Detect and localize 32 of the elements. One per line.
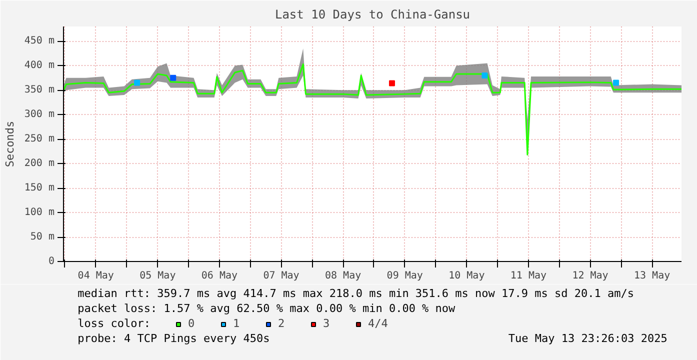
x-tick-label: 12 May [572,270,608,282]
legend-label: 4/4 [368,317,388,330]
text: median rtt: 359.7 ms avg 414.7 ms max 218.0 ms min 351.6 ms now 17.9 ms sd 20.1 am/s [78,287,634,300]
y-tick-label: 100 m [24,207,55,218]
legend-label: 0 [188,317,196,330]
x-tick-label: 05 May [140,270,176,282]
legend-label: 3 [323,317,331,330]
x-tick-label: 06 May [201,270,238,282]
x-tick-label: 09 May [386,270,423,282]
y-tick-label: 450 m [24,36,55,47]
x-tick-label: 11 May [510,270,547,282]
text: Tue May 13 23:26:03 2025 [508,332,668,345]
y-axis-title: Seconds [3,120,16,168]
y-tick-label: 300 m [24,109,55,120]
legend-label: 1 [233,317,241,330]
y-tick-label: 50 m [30,232,55,243]
text: packet loss: 1.57 % avg 62.50 % max 0.00 % min 0.00 % now [78,302,456,315]
x-tick-label: 13 May [634,270,670,282]
x-tick-label: 08 May [325,270,362,282]
y-tick-label: 150 m [24,182,55,194]
chart-title: Last 10 Days to China-Gansu [274,8,470,22]
y-tick-label: 350 m [24,84,55,96]
y-tick-label: 400 m [24,60,55,72]
y-tick-label: 250 m [24,134,55,145]
y-tick-label: 0 [48,256,55,267]
x-tick-label: 10 May [448,270,485,282]
x-tick-label: 07 May [263,270,300,282]
legend-title: loss color: [78,317,151,330]
y-tick-label: 200 m [24,158,55,170]
text: probe: 4 TCP Pings every 450s [78,332,270,345]
x-tick-label: 04 May [78,270,114,282]
legend-label: 2 [278,317,286,330]
